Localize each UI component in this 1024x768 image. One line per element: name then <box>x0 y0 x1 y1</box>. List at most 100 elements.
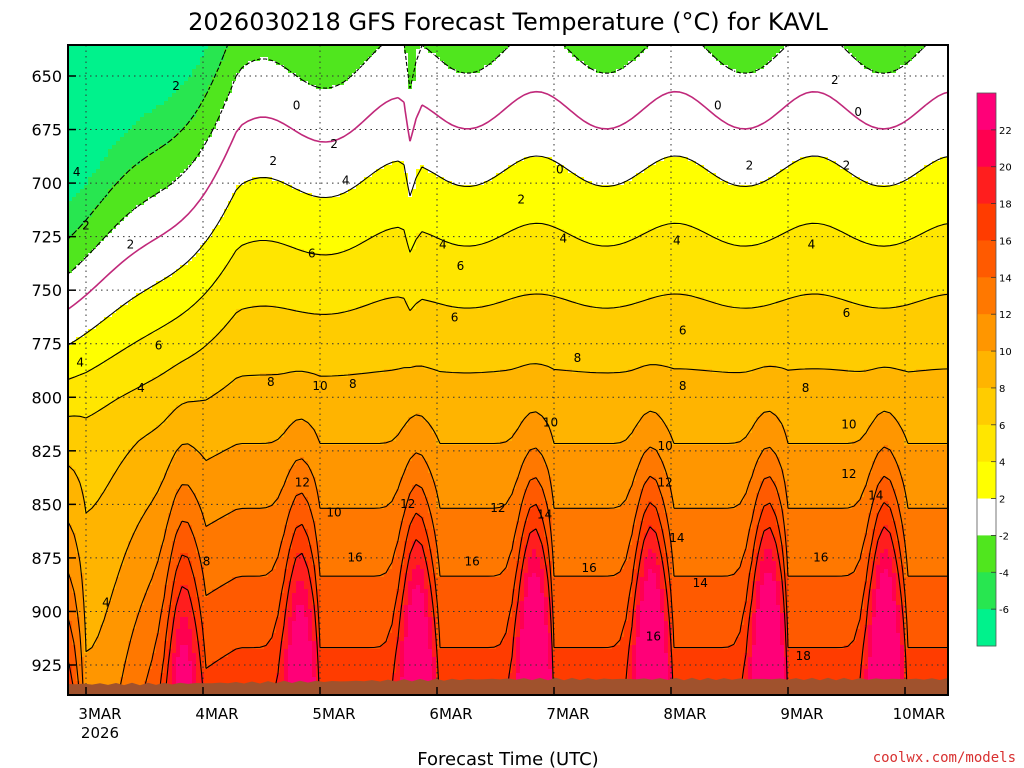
field-cell <box>908 61 913 178</box>
field-cell <box>940 577 945 650</box>
field-cell <box>876 589 881 695</box>
field-cell <box>584 241 589 306</box>
field-cell <box>272 241 277 306</box>
field-cell <box>520 365 525 422</box>
field-cell <box>452 245 457 310</box>
field-cell <box>752 469 757 510</box>
field-cell <box>560 165 565 230</box>
field-cell <box>648 165 653 230</box>
field-cell <box>272 61 277 182</box>
field-cell <box>404 469 409 506</box>
field-cell <box>744 437 749 494</box>
field-cell <box>928 509 933 578</box>
field-cell <box>852 45 857 58</box>
field-cell <box>756 553 761 582</box>
field-cell <box>724 445 729 510</box>
field-cell <box>664 293 669 366</box>
field-cell <box>780 469 785 510</box>
field-cell <box>556 45 561 166</box>
field-cell <box>468 445 473 510</box>
field-cell <box>304 497 309 530</box>
field-cell <box>460 577 465 650</box>
field-cell <box>672 445 677 510</box>
field-cell <box>428 173 433 234</box>
field-cell <box>800 509 805 578</box>
field-cell <box>436 177 441 238</box>
field-cell <box>656 45 661 162</box>
field-cell <box>284 525 289 570</box>
field-cell <box>864 45 869 70</box>
field-cell <box>796 369 801 446</box>
field-cell <box>672 225 677 294</box>
field-cell <box>296 45 301 78</box>
field-cell <box>116 309 121 354</box>
field-cell <box>684 509 689 578</box>
field-cell <box>416 513 421 542</box>
field-cell <box>120 349 125 398</box>
field-cell <box>188 309 193 358</box>
field-cell <box>188 661 193 695</box>
field-cell <box>276 45 281 66</box>
field-cell <box>380 509 385 578</box>
field-cell <box>560 45 565 166</box>
field-cell <box>892 369 897 418</box>
field-cell <box>108 481 113 602</box>
field-cell <box>128 449 133 542</box>
field-cell <box>800 157 805 226</box>
field-cell <box>640 45 645 54</box>
field-cell <box>776 581 781 606</box>
field-cell <box>228 385 233 450</box>
field-cell <box>848 445 853 510</box>
field-cell <box>132 125 137 166</box>
field-cell <box>728 69 733 186</box>
field-cell <box>380 45 385 170</box>
field-cell <box>128 129 133 170</box>
field-cell <box>268 641 273 695</box>
field-cell <box>228 321 233 386</box>
field-cell <box>364 649 369 695</box>
field-cell <box>820 45 825 158</box>
field-cell <box>648 525 653 550</box>
field-cell <box>572 649 577 695</box>
field-cell <box>604 577 609 650</box>
field-cell <box>608 45 613 74</box>
field-cell <box>728 445 733 510</box>
field-cell <box>932 229 937 298</box>
field-cell <box>140 337 145 386</box>
field-cell <box>204 597 209 670</box>
field-cell <box>292 565 297 594</box>
field-cell <box>512 369 517 434</box>
field-cell <box>720 241 725 306</box>
field-cell <box>868 589 873 626</box>
field-cell <box>776 369 781 418</box>
colorbar-segment <box>977 572 996 610</box>
field-cell <box>868 473 873 514</box>
field-cell <box>840 369 845 446</box>
field-cell <box>128 213 133 302</box>
field-cell <box>928 229 933 298</box>
field-cell <box>760 69 765 182</box>
field-cell <box>508 497 513 558</box>
field-cell <box>84 221 89 258</box>
field-cell <box>488 373 493 446</box>
contour-line <box>68 45 229 240</box>
field-cell <box>264 177 269 242</box>
field-cell <box>784 657 789 694</box>
field-cell <box>160 105 165 146</box>
field-cell <box>568 53 573 174</box>
field-cell <box>436 445 441 510</box>
field-cell <box>796 225 801 298</box>
field-cell <box>428 425 433 474</box>
field-cell <box>272 45 277 62</box>
field-cell <box>480 45 485 70</box>
field-cell <box>408 553 413 582</box>
field-cell <box>480 373 485 446</box>
field-cell <box>700 649 705 695</box>
field-cell <box>288 549 293 582</box>
field-cell <box>356 445 361 510</box>
field-cell <box>292 533 297 566</box>
field-cell <box>720 305 725 374</box>
field-cell <box>156 493 161 562</box>
field-cell <box>392 613 397 674</box>
field-cell <box>140 605 145 695</box>
